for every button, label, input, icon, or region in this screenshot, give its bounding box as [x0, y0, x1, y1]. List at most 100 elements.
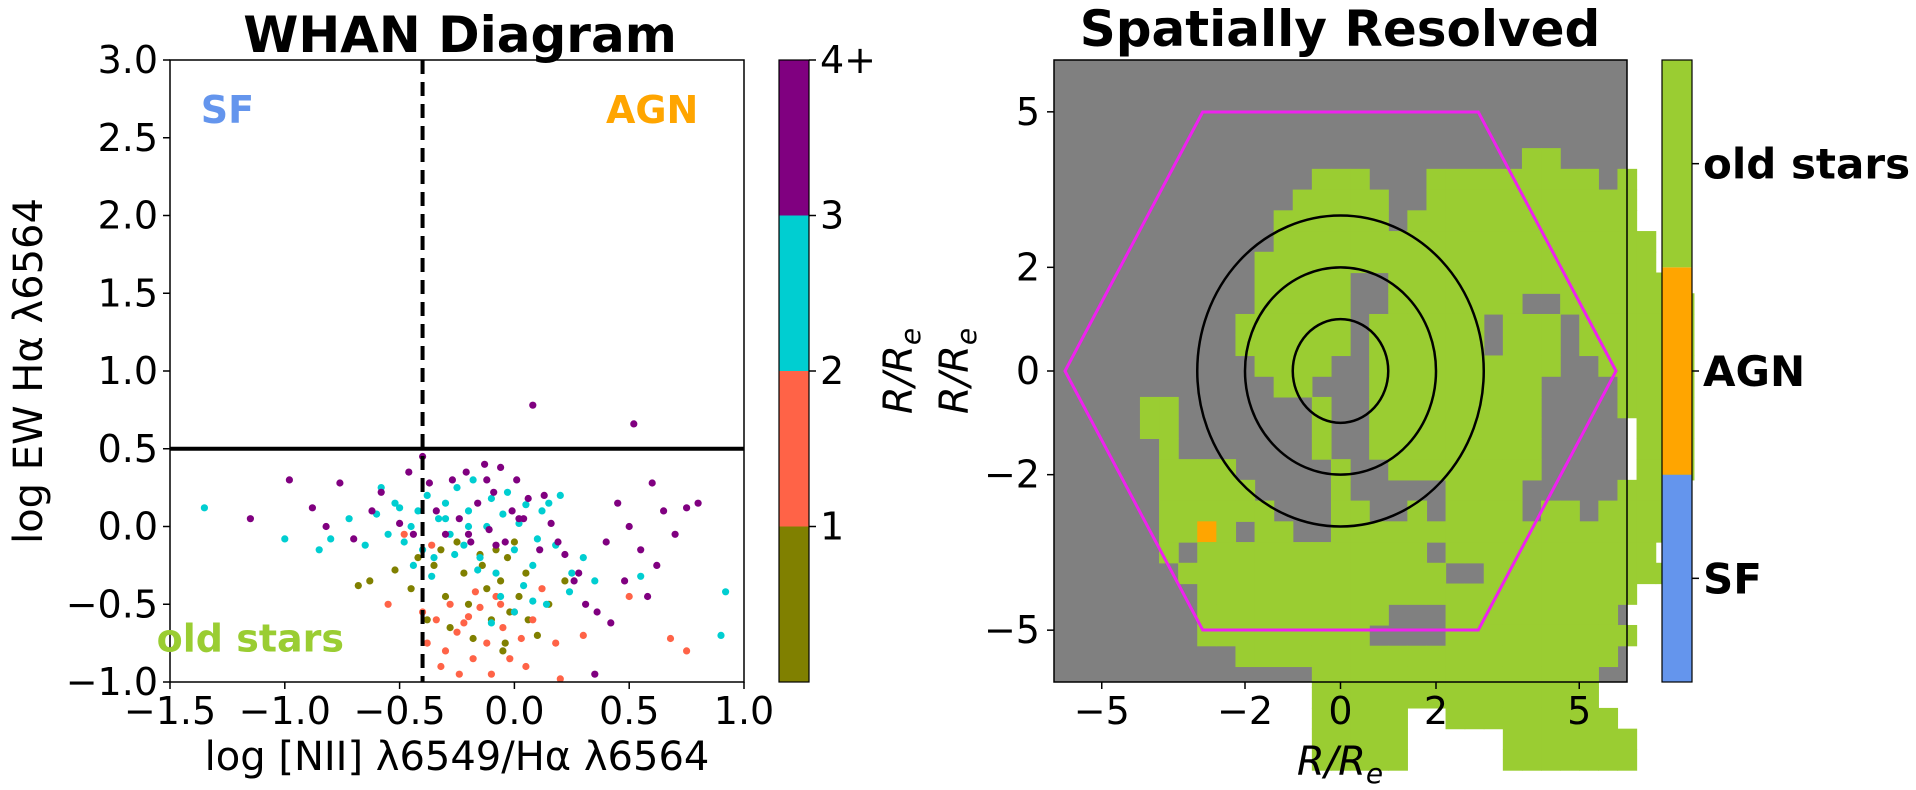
cell-6-27 — [1636, 272, 1657, 294]
cell-26-13 — [1369, 687, 1389, 709]
point-s2-1 — [281, 535, 289, 543]
point-s1-4 — [437, 662, 445, 671]
point-s0-25 — [414, 554, 422, 562]
spatial-x-ticks: −5 −2 0 2 5 — [1074, 682, 1591, 733]
point-s2-53 — [487, 619, 495, 627]
cell-25-22 — [1541, 666, 1561, 688]
point-s3-24 — [501, 538, 509, 546]
cell-16-20 — [1502, 479, 1523, 502]
cell-19-8 — [1273, 542, 1294, 564]
point-s0-0 — [354, 582, 362, 590]
cell-8-16 — [1426, 313, 1447, 336]
x-tick-label-4: 0.5 — [599, 689, 659, 733]
cell-25-18 — [1464, 666, 1485, 688]
cell-5-23 — [1560, 251, 1580, 274]
point-s0-16 — [499, 647, 507, 655]
whan-colorbar-ticks: 1 2 3 4+ — [809, 38, 876, 549]
cell-4-9 — [1292, 231, 1313, 253]
point-s2-50 — [520, 582, 528, 590]
colorbar-bin-2 — [779, 215, 809, 371]
cell-18-19 — [1483, 521, 1504, 543]
colorbar-bin-3 — [779, 60, 809, 216]
cell-18-18 — [1464, 521, 1485, 543]
cell-20-9 — [1292, 562, 1313, 585]
colorbar-bin-0 — [1662, 474, 1692, 682]
cell-25-20 — [1502, 666, 1523, 688]
point-s1-29 — [460, 619, 468, 627]
cell-21-22 — [1541, 583, 1561, 605]
point-s2-2 — [315, 546, 323, 554]
cell-16-6 — [1235, 479, 1256, 502]
point-s1-27 — [400, 530, 408, 538]
point-s3-35 — [570, 577, 578, 585]
cell-6-14 — [1388, 272, 1408, 294]
cell-0-22 — [1541, 148, 1561, 170]
cell-11-19 — [1483, 376, 1504, 398]
cell-15-27 — [1636, 459, 1657, 481]
cell-4-8 — [1273, 231, 1294, 253]
colorbar-bin-1 — [779, 371, 809, 527]
x-tick-label-3: 2 — [1424, 689, 1448, 733]
colorbar-category-label-2: old stars — [1703, 140, 1910, 189]
point-s2-14 — [430, 554, 438, 562]
cell-18-11 — [1330, 521, 1351, 543]
point-s0-4 — [423, 616, 431, 624]
cell-3-25 — [1598, 210, 1619, 232]
cell-24-15 — [1407, 645, 1428, 668]
colorbar-tick-label-2: 3 — [820, 194, 844, 238]
cell-23-11 — [1330, 624, 1351, 647]
point-s2-54 — [510, 608, 518, 616]
cell-24-18 — [1464, 645, 1485, 668]
whan-ylabel: log EW Hα λ6564 — [6, 198, 52, 544]
x-tick-label-5: 1.0 — [714, 689, 774, 733]
cell-7-15 — [1407, 293, 1428, 315]
cell-7-9 — [1292, 293, 1313, 315]
cell-29-11 — [1330, 749, 1351, 771]
point-s3-25 — [508, 507, 516, 515]
cell-27-24 — [1579, 707, 1599, 730]
x-tick-label-2: 0 — [1328, 689, 1352, 733]
point-s3-56 — [483, 476, 491, 484]
cell-27-11 — [1330, 707, 1351, 730]
point-s0-6 — [441, 592, 450, 601]
cell-22-6 — [1235, 604, 1256, 626]
cell-10-14 — [1388, 355, 1408, 377]
point-s2-55 — [529, 597, 537, 605]
cell-29-10 — [1311, 749, 1332, 771]
point-s2-36 — [556, 491, 564, 499]
point-s2-40 — [637, 572, 645, 580]
point-s0-22 — [533, 631, 542, 640]
cell-20-5 — [1216, 562, 1237, 585]
cell-19-9 — [1292, 542, 1313, 564]
cell-12-15 — [1407, 396, 1428, 419]
point-s1-19 — [522, 662, 530, 671]
radius-ellipses — [1196, 214, 1485, 528]
cell-13-10 — [1311, 417, 1332, 439]
point-s3-14 — [441, 530, 450, 538]
cell-2-16 — [1426, 189, 1447, 211]
point-s2-0 — [200, 504, 208, 512]
point-s2-3 — [327, 535, 335, 543]
cell-18-8 — [1273, 521, 1294, 543]
cell-11-20 — [1502, 376, 1523, 398]
cell-1-23 — [1560, 168, 1580, 191]
cell-20-13 — [1369, 562, 1389, 585]
cell-29-20 — [1502, 749, 1523, 771]
cell-6-25 — [1598, 272, 1619, 294]
cell-8-14 — [1388, 313, 1408, 336]
cell-23-7 — [1254, 624, 1275, 647]
point-s2-32 — [533, 535, 542, 543]
point-s2-46 — [428, 572, 436, 580]
cell-18-23 — [1560, 521, 1580, 543]
cell-17-18 — [1464, 500, 1485, 522]
cell-10-10 — [1311, 355, 1332, 377]
cell-4-18 — [1464, 231, 1485, 253]
cell-22-10 — [1311, 604, 1332, 626]
point-s3-0 — [246, 515, 254, 523]
cell-24-10 — [1311, 645, 1332, 668]
point-s3-18 — [467, 538, 475, 546]
cell-14-2 — [1159, 438, 1179, 460]
point-s3-6 — [368, 507, 376, 515]
point-s3-52 — [464, 530, 473, 538]
point-s2-18 — [453, 484, 461, 492]
